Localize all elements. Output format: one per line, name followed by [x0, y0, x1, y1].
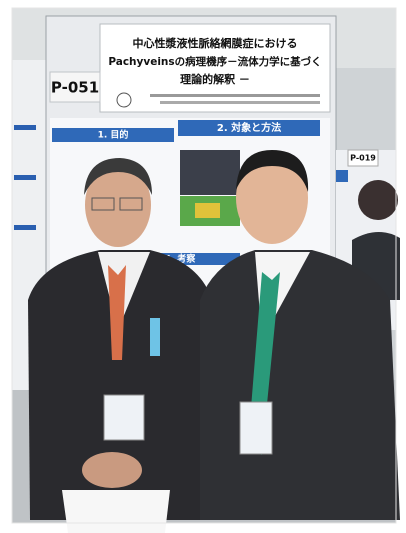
left-man-suit — [28, 250, 215, 520]
author-line — [160, 101, 320, 104]
photo-edge — [11, 7, 397, 524]
right-man-suit — [200, 250, 400, 520]
figure — [180, 150, 240, 195]
right-man-face — [236, 152, 308, 244]
section-heading: 1. 目的 — [98, 129, 129, 141]
poster-header — [99, 23, 331, 113]
poster-title-line: 理論的解釈 － — [180, 72, 250, 86]
side-stripe — [14, 225, 36, 230]
author-line — [150, 94, 320, 97]
left-man-glasses — [91, 197, 115, 211]
section-heading: 2. 対象と方法 — [217, 121, 281, 134]
left-man-face — [85, 163, 151, 247]
neighbor-number: P-019 — [350, 154, 376, 163]
right-man-hair — [236, 150, 309, 192]
left-man-glasses — [119, 197, 143, 211]
left-man-hands — [82, 452, 142, 488]
side-stripe — [14, 175, 36, 180]
figure-map-hot — [195, 203, 220, 218]
right-man-badge — [239, 401, 273, 455]
document — [62, 490, 170, 533]
poster-title-line: Pachyveinsの病理機序－流体力学に基づく — [108, 55, 321, 68]
background-person-head — [358, 180, 398, 220]
poster-number-box — [49, 71, 101, 103]
left-man-badge — [103, 394, 145, 441]
left-man-ribbon — [150, 318, 160, 356]
poster-title-line: 中心性漿液性脈絡網膜症における — [133, 36, 298, 50]
left-man-tie — [108, 265, 126, 360]
section-bar — [178, 120, 320, 136]
neighbor-stripe — [336, 170, 348, 182]
left-man-hair — [84, 158, 152, 195]
poster-number: P-051 — [51, 79, 99, 97]
section-bar — [52, 128, 174, 142]
logo — [116, 92, 132, 108]
neighbor-number-box — [347, 149, 379, 167]
side-stripe — [14, 125, 36, 130]
